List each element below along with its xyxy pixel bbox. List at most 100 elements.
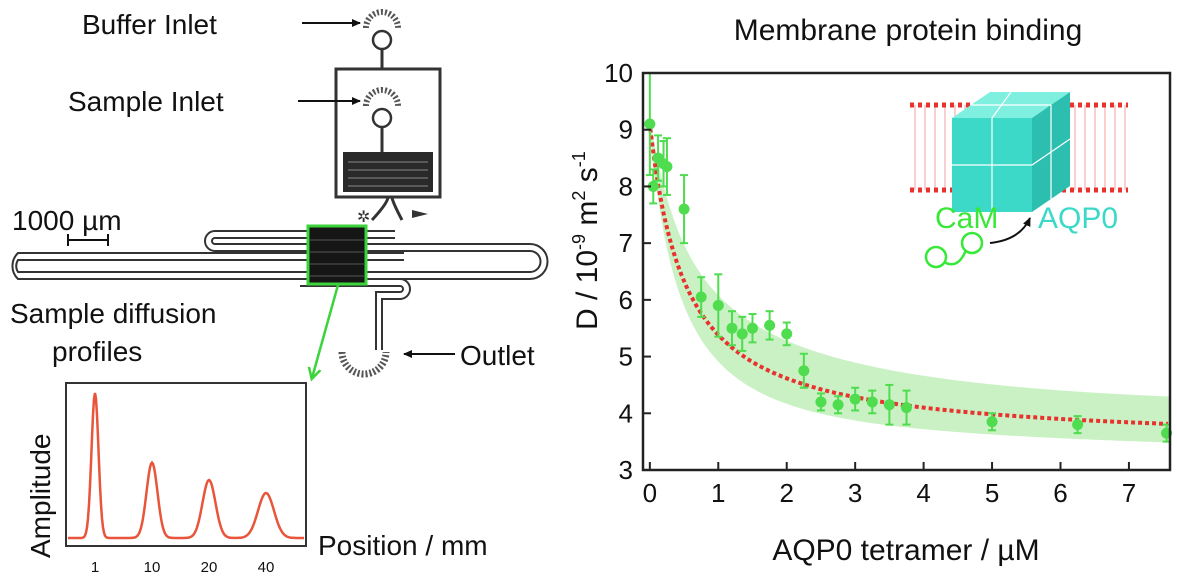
data-point-marker [781,328,793,340]
profiles-pointer-arrow [312,284,340,378]
data-point-marker [849,393,861,405]
x-tick-label: 7 [1122,478,1136,508]
chart-title: Membrane protein binding [734,14,1083,47]
profiles-xlabel: Position / mm [318,530,488,561]
scale-bar-label: 1000 µm [12,205,122,236]
data-point-marker [1072,419,1084,431]
data-point [781,321,793,347]
data-point [883,383,895,426]
filter-block [343,152,433,192]
detection-window [306,224,368,286]
confidence-band [649,117,1170,443]
data-point [695,276,707,318]
aqp0-cube-icon [952,91,1071,212]
junction-star-icon: ✲ [357,207,370,226]
data-point-marker [832,399,844,411]
buffer-inlet-label: Buffer Inlet [82,9,217,40]
profiles-trace [68,392,304,540]
ylabel-mid: m [571,201,604,234]
data-point-marker [986,416,998,428]
x-tick-label: 6 [1053,478,1067,508]
ylabel-tail: s [571,167,604,190]
binding-inset: CaM AQP0 [910,91,1128,269]
scale-bar [67,234,109,246]
data-point-marker [647,180,659,192]
data-point [747,313,759,344]
ylabel-exp1: -9 [569,234,589,250]
x-tick-label: 4 [916,478,930,508]
data-point [764,310,776,341]
profiles-ylabel: Amplitude [25,433,56,558]
data-point [798,352,810,389]
data-point-marker [661,161,673,173]
y-tick-label: 6 [619,285,633,315]
x-tick-label: 5 [985,478,999,508]
data-point [736,315,748,352]
data-point-marker [815,396,827,408]
profiles-tick-1: 1 [91,559,99,576]
fit-curve [646,122,1168,426]
y-tick-label: 4 [619,398,633,428]
profiles-tick-10: 10 [144,559,161,576]
data-point [647,168,659,205]
x-tick-label: 2 [779,478,793,508]
outlet-port [338,351,390,378]
chart-frame [641,71,1172,472]
junction-channel [370,197,390,222]
data-point [726,310,738,347]
data-point-marker [678,203,690,215]
data-point [678,174,690,245]
ylabel-exp3: -1 [569,151,589,167]
cam-protein-icon [924,231,984,269]
data-point-marker [695,291,707,303]
data-point [849,386,861,412]
data-point-marker [726,322,738,334]
outlet-label: Outlet [460,340,535,371]
fit-curve-layer [646,122,1168,426]
data-point [712,273,724,338]
data-point [866,389,878,415]
binding-chart: Membrane protein binding 0 1 2 3 4 5 6 7 3 4 5 6 7 8… [569,14,1173,567]
x-ticks: 0 1 2 3 4 5 6 7 [643,462,1136,508]
ylabel-exp2: 2 [569,191,589,201]
profiles-plot: Amplitude Position / mm 1 10 20 40 [25,382,488,576]
microfluidic-schematic: Buffer Inlet Sample Inlet ✲ 1000 µm [10,9,549,378]
data-point [901,389,912,426]
y-tick-label: 8 [619,171,633,201]
y-tick-label: 3 [619,455,633,485]
sample-inlet-port [363,87,401,107]
diffusion-channel [11,230,549,350]
x-tick-label: 1 [711,478,725,508]
junction-arrowhead [412,210,428,218]
data-point-marker [736,328,748,340]
y-tick-label: 7 [619,228,633,258]
data-point-marker [866,396,878,408]
y-tick-label: 5 [619,342,633,372]
profiles-tick-40: 40 [258,559,275,576]
data-point-marker [901,402,912,414]
x-tick-label: 3 [848,478,862,508]
y-tick-label: 10 [604,58,633,88]
y-ticks: 3 4 5 6 7 8 9 10 [604,58,651,485]
data-point [832,395,844,415]
x-tick-label: 0 [643,478,657,508]
data-point [661,137,673,196]
binding-arrow [989,217,1031,244]
profiles-tick-20: 20 [201,559,218,576]
confidence-band-layer [649,117,1170,443]
cam-label: CaM [935,202,998,235]
aqp0-label: AQP0 [1038,202,1118,235]
diffusion-profiles-label-line1: Sample diffusion [10,298,217,329]
data-point-marker [764,319,776,331]
data-point [815,392,827,412]
ylabel-main: D / 10 [571,250,604,330]
filter-lines [348,161,428,187]
diffusion-profiles-label-line2: profiles [52,336,142,367]
data-point-marker [712,300,724,312]
y-tick-label: 9 [619,115,633,145]
data-points-layer [644,72,1173,443]
data-point [1072,415,1084,435]
data-point-marker [747,322,759,334]
data-point-marker [644,118,656,130]
